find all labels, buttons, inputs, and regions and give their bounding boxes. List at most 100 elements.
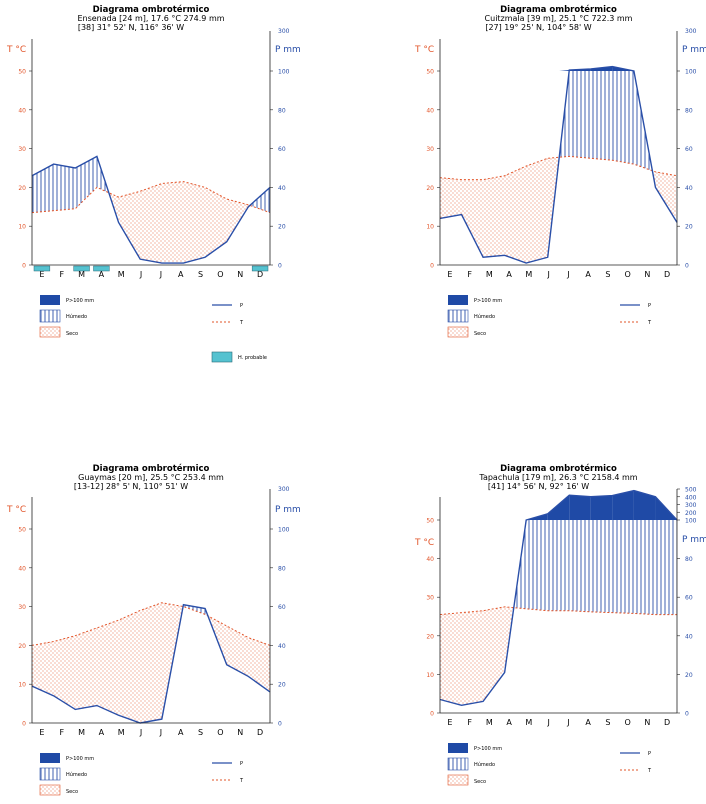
month-label: J xyxy=(546,718,549,727)
precipitation-line xyxy=(31,155,271,264)
chart-title: Diagrama ombrotérmico xyxy=(500,4,617,15)
legend-label-t: T xyxy=(239,778,244,784)
month-label: O xyxy=(624,270,630,279)
dry-area xyxy=(526,158,548,264)
p-tick-label: 100 xyxy=(278,527,290,534)
chart-subtitle-coords: [13-12] 28° 5' N, 110° 51' W xyxy=(74,482,188,491)
dry-area xyxy=(161,181,184,264)
legend-swatch-dry xyxy=(39,784,61,796)
t-tick-label: 30 xyxy=(426,595,434,602)
t-tick-label: 50 xyxy=(426,69,434,76)
chart-subtitle-coords: [27] 19° 25' N, 104° 58' W xyxy=(485,23,591,32)
month-label: J xyxy=(139,270,142,279)
p-tick-label: 40 xyxy=(278,185,286,192)
legend-label-dry: Seco xyxy=(474,779,486,785)
p-tick-label: 0 xyxy=(278,263,282,270)
p-tick-label: 300 xyxy=(685,502,697,509)
p-over-100-area xyxy=(633,490,656,520)
p-axis-label: P mm xyxy=(275,505,301,515)
p-over-100-area xyxy=(612,490,634,520)
dry-area xyxy=(205,187,227,258)
month-label: J xyxy=(139,728,142,737)
t-tick-label: 0 xyxy=(430,263,434,270)
chart-title: Diagrama ombrotérmico xyxy=(500,463,617,474)
chart-subtitle-coords: [41] 14° 56' N, 92° 16' W xyxy=(488,482,589,491)
legend-swatch-frost xyxy=(211,351,233,363)
month-label: E xyxy=(39,728,44,737)
month-label: J xyxy=(159,728,162,737)
p-tick-label: 40 xyxy=(685,185,693,192)
chart-subtitle: Ensenada [24 m], 17.6 °C 274.9 mm xyxy=(77,14,224,23)
month-label: A xyxy=(506,718,512,727)
humid-area xyxy=(633,520,656,615)
month-label: E xyxy=(447,270,452,279)
month-label: S xyxy=(605,270,610,279)
legend-swatch-dry xyxy=(447,774,469,786)
legend-swatch-humid xyxy=(39,309,61,323)
t-tick-label: 40 xyxy=(426,556,434,563)
month-label: A xyxy=(585,718,591,727)
temperature-line xyxy=(31,602,271,646)
legend-swatch-p100 xyxy=(40,753,60,763)
t-tick-label: 10 xyxy=(18,682,26,689)
legend-label-humid: Húmedo xyxy=(474,313,495,320)
p-over-100-area xyxy=(569,495,591,520)
dry-area xyxy=(183,181,206,264)
t-axis-label: T °C xyxy=(6,505,26,515)
month-label: J xyxy=(566,270,569,279)
month-label: S xyxy=(198,728,203,737)
p-axis-label: P mm xyxy=(682,535,706,545)
p-tick-label: 20 xyxy=(278,224,286,231)
p-tick-label: 20 xyxy=(278,682,286,689)
dry-area xyxy=(504,166,527,264)
humid-area xyxy=(569,520,591,612)
legend-swatch-humid xyxy=(447,309,469,323)
p-over-100-area xyxy=(559,70,570,71)
month-label: J xyxy=(566,718,569,727)
legend-label-dry: Seco xyxy=(474,331,486,337)
chart-title: Diagrama ombrotérmico xyxy=(93,4,210,15)
legend-label-humid: Húmedo xyxy=(66,313,87,320)
p-axis-label: P mm xyxy=(275,45,301,55)
humid-area xyxy=(612,71,634,165)
legend-label-p: P xyxy=(240,303,243,309)
legend-swatch-dry xyxy=(39,326,61,338)
t-tick-label: 0 xyxy=(22,721,26,728)
precipitation-line xyxy=(439,489,678,706)
t-tick-label: 50 xyxy=(18,69,26,76)
p-tick-label: 300 xyxy=(685,28,697,35)
month-label: O xyxy=(624,718,630,727)
month-label: S xyxy=(198,270,203,279)
p-tick-label: 80 xyxy=(685,556,693,563)
month-label: S xyxy=(605,718,610,727)
chart-subtitle-coords: [38] 31° 52' N, 116° 36' W xyxy=(78,23,184,32)
month-label: M xyxy=(486,270,493,279)
humid-area xyxy=(612,520,634,614)
humid-area xyxy=(547,520,570,611)
month-label: F xyxy=(467,270,472,279)
dry-area xyxy=(75,627,97,710)
month-label: N xyxy=(644,718,650,727)
precipitation-line xyxy=(31,603,271,724)
dry-area xyxy=(655,171,677,223)
probable-frost-marker xyxy=(251,265,269,272)
legend-swatch-humid xyxy=(447,757,469,771)
dry-area xyxy=(32,641,54,696)
legend-label-dry: Seco xyxy=(66,331,78,337)
month-label: A xyxy=(178,728,184,737)
humid-area xyxy=(590,520,613,613)
chart-subtitle: Cuitzmala [39 m], 25.1 °C 722.3 mm xyxy=(485,14,633,23)
p-tick-label: 80 xyxy=(278,107,286,114)
probable-frost-marker xyxy=(73,265,90,272)
legend-swatch-dry xyxy=(447,326,469,338)
month-label: F xyxy=(467,718,472,727)
probable-frost-marker xyxy=(33,265,51,272)
p-tick-label: 200 xyxy=(685,510,697,517)
t-tick-label: 10 xyxy=(426,672,434,679)
month-label: N xyxy=(237,728,243,737)
p-tick-label: 500 xyxy=(685,487,697,494)
